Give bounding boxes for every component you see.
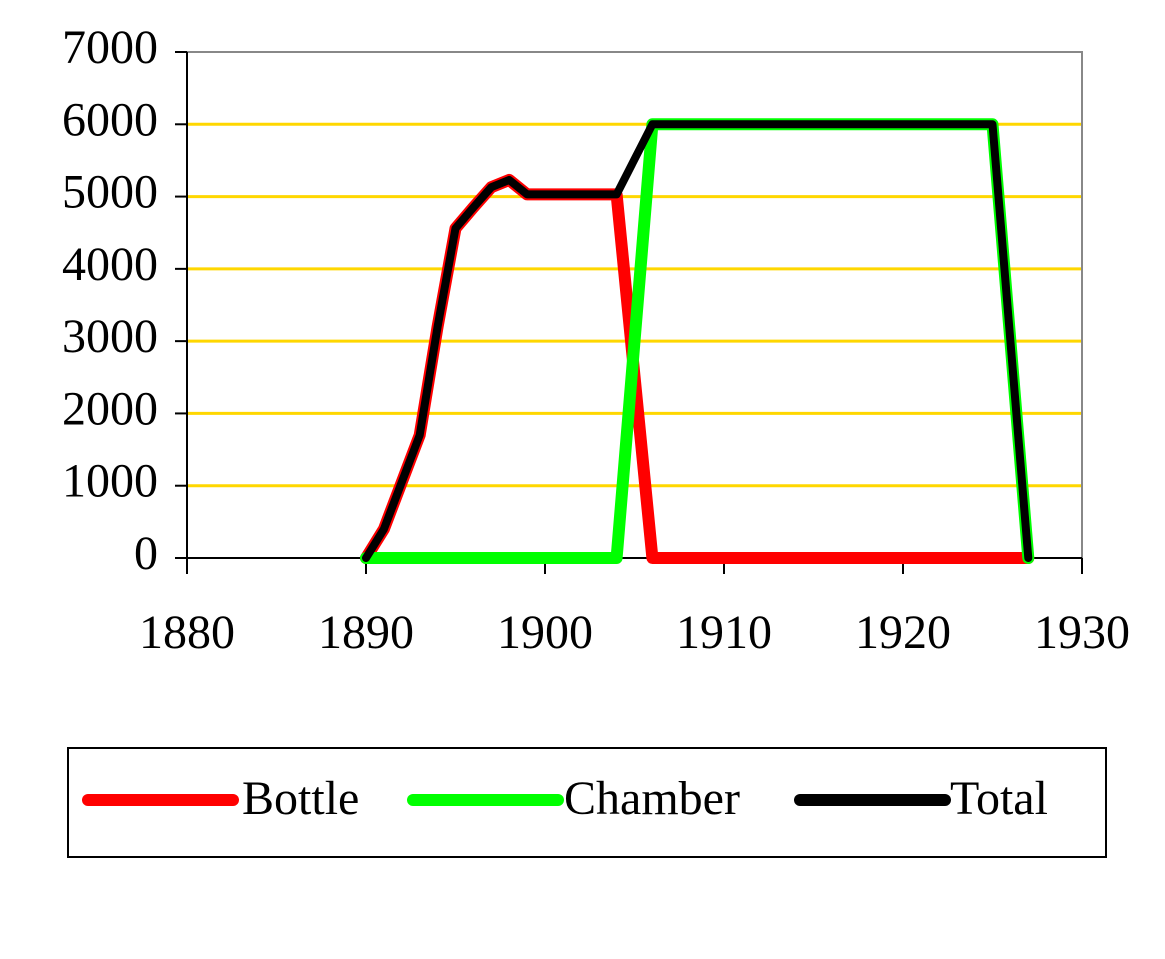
plot-border [187, 51, 1083, 558]
x-tick-label: 1890 [318, 606, 414, 659]
x-tick-label: 1900 [497, 606, 593, 659]
x-tick-label: 1930 [1034, 606, 1130, 659]
y-tick-label: 0 [134, 527, 158, 580]
series-line [360, 173, 1035, 564]
legend-label: Bottle [242, 772, 359, 825]
legend-label: Total [950, 772, 1048, 825]
y-tick-label: 3000 [62, 310, 158, 363]
legend-box [67, 747, 1107, 858]
x-tick-label: 1920 [855, 606, 951, 659]
x-tick-label: 1910 [676, 606, 772, 659]
legend-label: Chamber [564, 772, 740, 825]
y-tick-label: 6000 [62, 93, 158, 146]
y-tick-label: 2000 [62, 382, 158, 435]
y-tick-label: 1000 [62, 455, 158, 508]
y-tick-label: 4000 [62, 238, 158, 291]
y-tick-label: 7000 [62, 21, 158, 74]
x-tick-label: 1880 [139, 606, 235, 659]
series-line [362, 120, 1033, 562]
y-tick-label: 5000 [62, 166, 158, 219]
